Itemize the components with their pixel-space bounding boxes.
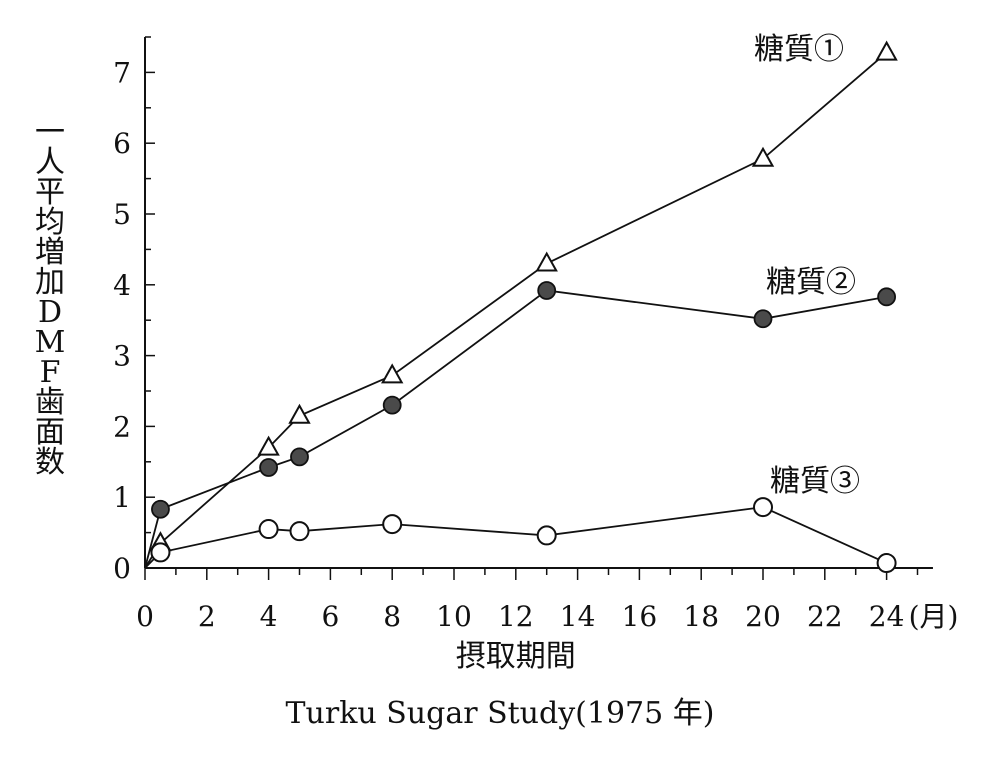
y-axis-label-char: F: [39, 355, 61, 390]
data-point-filled-circle: [290, 447, 309, 467]
y-axis-label-char: 一: [35, 115, 65, 150]
y-axis-label-char: 歯: [35, 385, 65, 420]
data-point-triangle: [875, 40, 898, 61]
x-axis-label: 摂取期間: [456, 639, 576, 674]
y-tick-label: 3: [113, 340, 131, 373]
y-axis-label-char: D: [37, 295, 63, 330]
y-tick-label: 5: [113, 198, 131, 231]
series-2: [144, 281, 896, 569]
data-point-filled-circle: [537, 281, 557, 300]
x-tick-label: 14: [560, 600, 596, 633]
series-label-1: 糖質①: [754, 32, 844, 67]
x-tick-label: 20: [745, 600, 781, 633]
y-tick-label: 0: [113, 552, 131, 585]
y-axis-label-char: 均: [35, 205, 65, 240]
series-line: [144, 506, 887, 569]
x-tick-label: 0: [136, 600, 154, 633]
x-tick-label: 12: [498, 600, 534, 633]
y-axis-label-char: 数: [35, 445, 65, 480]
y-axis-label-char: 増: [35, 235, 65, 270]
data-point-filled-circle: [382, 395, 402, 415]
y-axis-label-char: 加: [35, 265, 65, 300]
data-point-open-circle: [382, 514, 403, 535]
x-tick-label: 4: [260, 600, 278, 633]
y-tick-label: 6: [113, 127, 131, 160]
y-tick-label: 7: [113, 56, 131, 89]
x-tick-label: 16: [622, 600, 658, 633]
labels-layer: 糖質① 糖質② 糖質③: [754, 32, 860, 499]
y-tick-label: 2: [113, 410, 131, 443]
data-point-open-circle: [536, 525, 557, 546]
data-point-triangle: [288, 403, 311, 424]
data-point-open-circle: [876, 553, 897, 574]
data-point-triangle: [751, 146, 775, 167]
x-tick-label: 18: [683, 600, 719, 633]
data-point-open-circle: [753, 497, 773, 518]
y-axis-label-char: 平: [35, 175, 65, 210]
y-tick-label: 1: [113, 481, 131, 514]
x-axis-unit: (月): [909, 600, 959, 633]
data-point-triangle: [257, 435, 280, 456]
x-tick-label: 6: [321, 600, 339, 633]
series-line: [144, 51, 888, 569]
series-line: [144, 289, 887, 569]
data-point-open-circle: [258, 519, 279, 540]
data-point-triangle: [380, 363, 404, 384]
x-tick-label: 10: [436, 600, 472, 633]
data-point-filled-circle: [259, 458, 279, 477]
data-point-open-circle: [289, 521, 310, 542]
series-3: [144, 497, 897, 574]
y-axis-label-char: M: [34, 325, 66, 360]
series-label-2: 糖質②: [766, 265, 856, 300]
data-point-filled-circle: [753, 309, 773, 329]
x-tick-label: 2: [198, 600, 216, 633]
y-axis-label-char: 面: [35, 415, 65, 450]
series-label-3: 糖質③: [770, 464, 860, 499]
data-point-open-circle: [150, 542, 171, 563]
x-tick-label: 22: [807, 600, 843, 633]
x-tick-label: 8: [383, 600, 401, 633]
x-tick-label: 24: [869, 600, 905, 633]
series-layer: [144, 40, 898, 574]
chart-caption: Turku Sugar Study(1975 年): [285, 696, 715, 731]
data-point-filled-circle: [151, 499, 170, 519]
data-point-triangle: [535, 251, 558, 272]
data-point-filled-circle: [877, 287, 896, 307]
y-tick-label: 4: [113, 269, 131, 302]
y-axis-label-char: 人: [35, 145, 65, 180]
